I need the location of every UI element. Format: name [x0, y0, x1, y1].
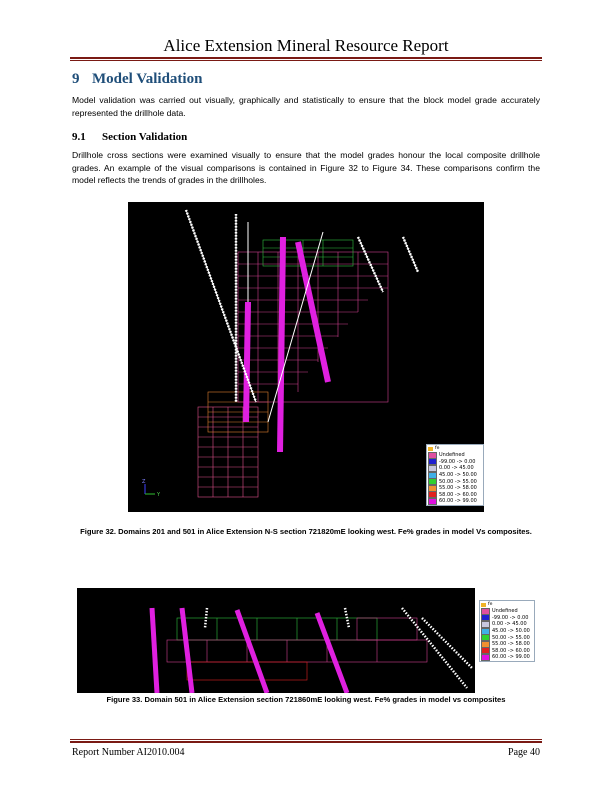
- legend-swatch: [428, 478, 437, 486]
- folder-icon: [481, 602, 486, 607]
- axis-y-label: Y: [156, 492, 161, 498]
- legend-swatch: [481, 634, 490, 642]
- footer-rule: [70, 741, 542, 743]
- legend-title: fe: [435, 446, 440, 451]
- subsection-body: Drillhole cross sections were examined v…: [72, 150, 540, 185]
- legend-item: -99.00 -> 0.00: [427, 458, 483, 466]
- figure-33-image: fe Undefined -99.00 -> 0.00 0.00 -> 45.00 4…: [77, 588, 535, 694]
- legend-swatch: [481, 627, 490, 635]
- legend-item: 58.00 -> 60.00: [480, 647, 534, 655]
- footer-rule-thin: [70, 739, 542, 740]
- legend-title-row: fe: [480, 601, 534, 608]
- figure-32-caption: Figure 32. Domains 201 and 501 in Alice …: [80, 527, 532, 536]
- figure-32-legend: fe Undefined -99.00 -> 0.00 0.00 -> 45.00 4…: [426, 444, 484, 506]
- legend-swatch: [428, 464, 437, 472]
- legend-label: Undefined: [439, 452, 465, 459]
- legend-swatch: [428, 451, 437, 459]
- legend-swatch: [481, 640, 490, 648]
- legend-label: 50.00 -> 55.00: [492, 634, 530, 641]
- fig33-drillholes-magenta: [149, 607, 350, 694]
- legend-item: 60.00 -> 99.00: [480, 653, 534, 661]
- figure-33-section-plot: [149, 607, 473, 694]
- legend-label: -99.00 -> 0.00: [439, 458, 476, 465]
- section-number: 9: [72, 71, 80, 87]
- section-body: Model validation was carried out visuall…: [72, 95, 540, 118]
- legend-label: 55.00 -> 58.00: [439, 485, 477, 492]
- subsection-heading: 9.1 Section Validation: [72, 131, 187, 143]
- page-header-title: Alice Extension Mineral Resource Report: [163, 36, 449, 55]
- legend-item: 50.00 -> 55.00: [480, 634, 534, 642]
- legend-label: 45.00 -> 50.00: [439, 472, 477, 479]
- legend-swatch: [428, 484, 437, 492]
- legend-item: Undefined: [480, 607, 534, 615]
- legend-swatch: [481, 607, 490, 615]
- footer-report-number: Report Number AI2010.004: [72, 747, 185, 758]
- block-model-grid-upper: [237, 251, 389, 403]
- figure-33-caption: Figure 33. Domain 501 in Alice Extension…: [106, 695, 506, 704]
- section-heading: 9 Model Validation: [72, 71, 202, 88]
- legend-label: 50.00 -> 55.00: [439, 478, 477, 485]
- legend-label: 58.00 -> 60.00: [439, 491, 477, 498]
- legend-item: 0.00 -> 45.00: [480, 620, 534, 628]
- legend-item: 50.00 -> 55.00: [427, 478, 483, 486]
- legend-label: 60.00 -> 99.00: [439, 498, 477, 505]
- legend-label: 0.00 -> 45.00: [492, 621, 527, 628]
- header-rule: [70, 57, 542, 59]
- footer-page-number: Page 40: [508, 747, 540, 758]
- subsection-number: 9.1: [72, 131, 86, 143]
- figure-33-legend: fe Undefined -99.00 -> 0.00 0.00 -> 45.00 4…: [479, 600, 535, 662]
- legend-item: 55.00 -> 58.00: [480, 640, 534, 648]
- legend-item: 60.00 -> 99.00: [427, 497, 483, 505]
- legend-swatch: [481, 653, 490, 661]
- legend-label: 58.00 -> 60.00: [492, 647, 530, 654]
- block-model-grid-green: [262, 239, 354, 267]
- legend-swatch: [428, 471, 437, 479]
- section-title: Model Validation: [92, 71, 203, 87]
- legend-swatch: [481, 614, 490, 622]
- fig33-drillholes-white: [203, 607, 473, 689]
- axis-triad: Z Y: [142, 479, 161, 498]
- legend-swatch: [428, 491, 437, 499]
- subsection-title: Section Validation: [102, 131, 188, 143]
- fig33-grid-red: [186, 661, 308, 681]
- legend-swatch: [428, 458, 437, 466]
- legend-swatch: [481, 620, 490, 628]
- legend-swatch: [481, 647, 490, 655]
- legend-label: 60.00 -> 99.00: [492, 654, 530, 661]
- drillhole-traces-magenta: [243, 236, 331, 453]
- axis-z-label: Z: [142, 479, 146, 485]
- header-rule-thin: [70, 60, 542, 61]
- drillhole-sample-ticks: [184, 209, 420, 403]
- legend-label: 0.00 -> 45.00: [439, 465, 474, 472]
- legend-item: 0.00 -> 45.00: [427, 464, 483, 472]
- legend-rows: Undefined -99.00 -> 0.00 0.00 -> 45.00 45.0…: [427, 451, 483, 505]
- figure-32-image: Z Y fe Undefined -99.00 -> 0.00 0.00 -> 45…: [128, 202, 484, 512]
- legend-item: 58.00 -> 60.00: [427, 491, 483, 499]
- legend-swatch: [428, 497, 437, 505]
- legend-item: Undefined: [427, 451, 483, 459]
- legend-item: -99.00 -> 0.00: [480, 614, 534, 622]
- legend-label: 55.00 -> 58.00: [492, 641, 530, 648]
- legend-item: 45.00 -> 50.00: [480, 627, 534, 635]
- legend-label: -99.00 -> 0.00: [492, 614, 529, 621]
- legend-title: fe: [488, 602, 493, 607]
- folder-icon: [428, 446, 433, 451]
- legend-label: Undefined: [492, 608, 518, 615]
- figure-32-section-plot: Z Y: [142, 209, 420, 498]
- drillhole-traces-white: [185, 209, 419, 423]
- legend-rows: Undefined -99.00 -> 0.00 0.00 -> 45.00 45.0…: [480, 607, 534, 661]
- legend-title-row: fe: [427, 445, 483, 452]
- legend-item: 55.00 -> 58.00: [427, 484, 483, 492]
- legend-item: 45.00 -> 50.00: [427, 471, 483, 479]
- legend-label: 45.00 -> 50.00: [492, 628, 530, 635]
